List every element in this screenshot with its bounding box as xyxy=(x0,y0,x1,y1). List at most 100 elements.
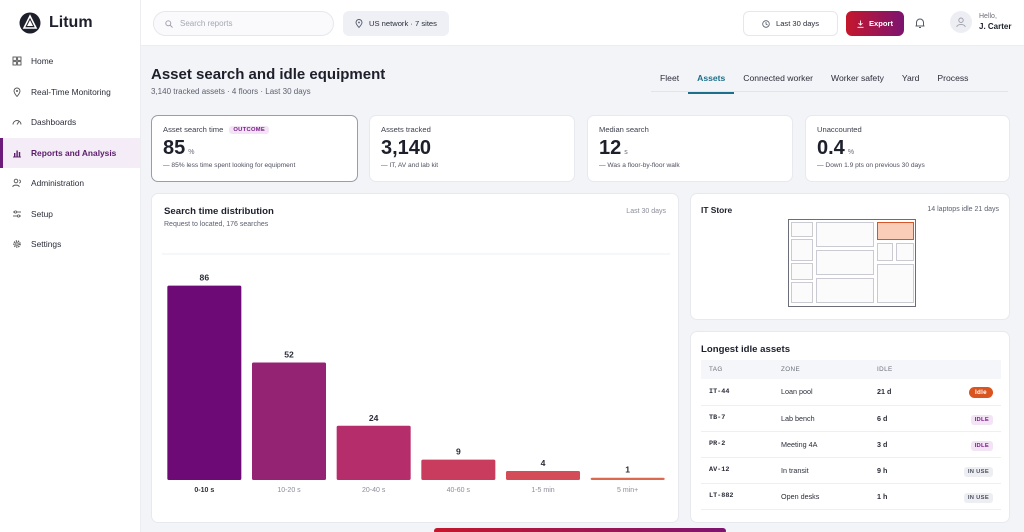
chart-bar[interactable] xyxy=(252,362,326,480)
asset-idle: 6 d xyxy=(869,405,939,432)
kpi-unit: % xyxy=(188,149,195,156)
asset-tag: IT-44 xyxy=(701,379,773,406)
table-row[interactable]: AV-12 In transit 9 h IN USE xyxy=(701,457,1001,484)
kpi-note: — 85% less time spent looking for equipm… xyxy=(163,162,296,169)
sidebar-item-settings[interactable]: Settings xyxy=(0,229,140,260)
user-name: J. Carter xyxy=(979,22,1012,31)
chart-bar[interactable] xyxy=(590,477,665,480)
home-icon xyxy=(12,56,22,66)
map-title: IT Store xyxy=(701,205,733,215)
sidebar-item-setup[interactable]: Setup xyxy=(0,199,140,230)
floor-room xyxy=(791,239,813,261)
chart-data-label: 86 xyxy=(200,273,210,283)
kpi-value: 0.4 xyxy=(817,137,845,159)
notifications-bell-icon[interactable] xyxy=(913,16,927,30)
chart-data-label: 4 xyxy=(541,458,546,468)
kpi-label-row: Median search xyxy=(599,125,781,134)
floor-plan[interactable] xyxy=(788,219,916,307)
chart-data-label: 1 xyxy=(625,465,630,475)
table-row[interactable]: TB-7 Lab bench 6 d IDLE xyxy=(701,405,1001,432)
export-button[interactable]: Export xyxy=(846,11,904,36)
search-input[interactable] xyxy=(180,19,330,28)
sidebar-item-label: Setup xyxy=(31,208,53,219)
kpi-card-assets-tracked[interactable]: Assets tracked 3,140 — IT, AV and lab ki… xyxy=(369,115,575,182)
kpi-label: Assets tracked xyxy=(381,125,431,134)
map-note: 14 laptops idle 21 days xyxy=(927,206,999,213)
table-row[interactable]: IT-44 Loan pool 21 d Idle xyxy=(701,379,1001,406)
floor-room xyxy=(791,282,813,303)
chart-category-label: 40-60 s xyxy=(447,487,471,494)
export-label: Export xyxy=(868,19,894,28)
kpi-card-median-search[interactable]: Median search 12 s — Was a floor-by-floo… xyxy=(587,115,793,182)
kpi-unit: s xyxy=(624,149,628,156)
chart-category-label: 10-20 s xyxy=(277,487,301,494)
chart-category-label: 1-5 min xyxy=(531,487,554,494)
brand-name: Litum xyxy=(49,14,93,31)
chart-bar[interactable] xyxy=(506,470,580,480)
table-header-row: TAG ZONE IDLE xyxy=(701,360,1001,379)
kpi-card-unaccounted[interactable]: Unaccounted 0.4 % — Down 1.9 pts on prev… xyxy=(805,115,1010,182)
sliders-icon xyxy=(12,209,22,219)
status-cell: IN USE xyxy=(939,483,1001,510)
gear-icon xyxy=(12,239,22,249)
asset-idle: 9 h xyxy=(869,457,939,484)
asset-tag: TB-7 xyxy=(701,405,773,432)
floor-room xyxy=(816,278,874,303)
floor-room-highlight[interactable] xyxy=(877,222,914,240)
location-pin-icon xyxy=(355,19,363,28)
tab-yard[interactable]: Yard xyxy=(901,73,920,83)
sidebar-item-label: Dashboards xyxy=(31,117,77,128)
tab-connected-worker[interactable]: Connected worker xyxy=(743,73,814,83)
report-tabs: Fleet Assets Connected worker Worker saf… xyxy=(651,68,977,94)
status-badge: IDLE xyxy=(970,414,993,425)
sidebar-item-label: Reports and Analysis xyxy=(31,147,117,158)
kpi-label: Unaccounted xyxy=(817,125,862,134)
asset-zone: Lab bench xyxy=(773,405,869,432)
kpi-card-asset-search-time[interactable]: Asset search time OUTCOME 85 % — 85% les… xyxy=(151,115,358,182)
sidebar-item-label: Home xyxy=(31,56,54,67)
avatar xyxy=(950,11,972,33)
sidebar-item-real-time-monitoring[interactable]: Real-Time Monitoring xyxy=(0,77,140,108)
status-badge: Idle xyxy=(968,387,993,399)
bottom-action-bar xyxy=(434,528,726,532)
table-row[interactable]: LT-882 Open desks 1 h IN USE xyxy=(701,483,1001,510)
sidebar-item-dashboards[interactable]: Dashboards xyxy=(0,107,140,138)
sidebar-nav: Home Real-Time Monitoring Dashboards Rep… xyxy=(0,46,140,260)
sidebar-item-home[interactable]: Home xyxy=(0,46,140,77)
tab-fleet[interactable]: Fleet xyxy=(660,73,680,83)
date-range-label: Last 30 days xyxy=(775,19,820,28)
chart-bar[interactable] xyxy=(167,285,242,480)
idle-assets-table: TAG ZONE IDLE IT-44 Loan pool 21 d Idle … xyxy=(701,360,1001,510)
chart-bar[interactable] xyxy=(336,425,411,480)
status-badge: IN USE xyxy=(963,466,993,477)
sidebar-item-administration[interactable]: Administration xyxy=(0,168,140,199)
search-box[interactable] xyxy=(153,11,334,36)
network-selector[interactable]: US network · 7 sites xyxy=(343,11,449,36)
column-header-tag: TAG xyxy=(701,360,773,379)
tab-assets[interactable]: Assets xyxy=(688,68,735,94)
page-subtitle: 3,140 tracked assets · 4 floors · Last 3… xyxy=(151,87,311,96)
chart-subtitle: Request to located, 176 searches xyxy=(164,221,269,228)
chart-bar[interactable] xyxy=(421,459,496,480)
brand[interactable]: Litum xyxy=(0,0,140,46)
chart-title: Search time distribution xyxy=(164,206,274,217)
chart-category-label: 5 min+ xyxy=(617,487,638,494)
kpi-note: — IT, AV and lab kit xyxy=(381,162,439,169)
kpi-value: 85 xyxy=(163,137,186,159)
asset-idle: 3 d xyxy=(869,431,939,458)
kpi-label-row: Asset search time OUTCOME xyxy=(163,125,346,134)
date-range-selector[interactable]: Last 30 days xyxy=(743,11,838,36)
chart-range: Last 30 days xyxy=(626,208,666,215)
sidebar-item-reports-and-analysis[interactable]: Reports and Analysis xyxy=(0,137,140,168)
kpi-note: — Down 1.9 pts on previous 30 days xyxy=(817,162,925,169)
tab-worker-safety[interactable]: Worker safety xyxy=(831,73,884,83)
tab-process[interactable]: Process xyxy=(937,73,969,83)
table-row[interactable]: PR-2 Meeting 4A 3 d IDLE xyxy=(701,431,1001,458)
kpi-label-row: Assets tracked xyxy=(381,125,563,134)
status-cell: IN USE xyxy=(939,457,1001,484)
user-menu[interactable]: Hello, J. Carter xyxy=(950,11,1011,33)
kpi-value-row: 3,140 xyxy=(381,137,563,160)
litum-logo-icon xyxy=(19,12,41,34)
outcome-badge: OUTCOME xyxy=(229,125,270,134)
tabs-divider xyxy=(651,91,1008,92)
